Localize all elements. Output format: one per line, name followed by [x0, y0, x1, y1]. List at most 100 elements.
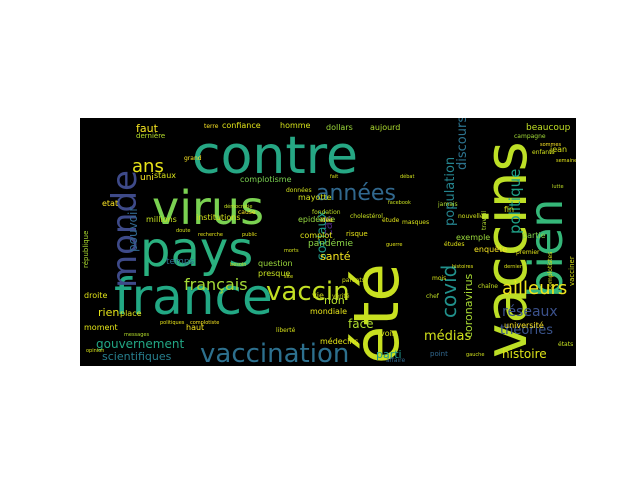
word-84: chef — [426, 293, 440, 300]
word-16: discours — [455, 118, 470, 170]
word-39: confiance — [222, 121, 261, 130]
word-72: cholestérol — [350, 213, 383, 220]
word-53: epidémie — [298, 214, 335, 224]
word-80: masques — [402, 219, 429, 226]
word-7: monde — [105, 170, 145, 288]
word-44: jean — [549, 145, 567, 154]
word-115: fait — [330, 174, 338, 180]
word-67: vacciner — [568, 256, 576, 286]
word-82: études — [444, 241, 464, 248]
word-101: sommes — [540, 142, 561, 148]
word-28: pouvoir — [126, 207, 140, 252]
word-13: français — [184, 275, 248, 294]
word-88: étude — [382, 217, 400, 224]
word-22: histoire — [502, 347, 547, 361]
word-29: rien — [98, 306, 119, 319]
word-102: semaines — [556, 158, 576, 164]
word-92: premier — [516, 249, 540, 256]
word-30: faut — [136, 122, 159, 135]
word-52: millions — [146, 215, 177, 224]
word-96: politiques — [160, 320, 185, 326]
word-98: besoin — [230, 262, 246, 268]
word-3: virus — [152, 181, 264, 235]
word-60: voir — [380, 329, 396, 338]
word-64: droite — [84, 291, 107, 300]
word-76: complotistes — [547, 252, 554, 290]
word-19: sociaux — [315, 210, 330, 260]
word-74: nouvelle — [458, 213, 484, 220]
word-34: pandémie — [308, 238, 353, 249]
word-61: moment — [84, 323, 118, 332]
word-97: complotiste — [190, 320, 219, 326]
word-10: vaccin — [266, 277, 350, 307]
word-11: covid — [437, 265, 461, 318]
word-57: vie — [312, 291, 324, 300]
word-70: risque — [346, 230, 368, 238]
word-56: presque — [258, 269, 290, 278]
word-27: parti — [376, 348, 402, 361]
word-71: idée — [320, 217, 333, 224]
word-99: recherche — [198, 232, 223, 238]
word-6: bien — [519, 199, 573, 298]
word-21: théories — [500, 323, 553, 338]
word-94: vérité — [332, 293, 350, 300]
word-51: institutions — [196, 213, 241, 222]
word-45: exemple — [456, 233, 490, 242]
word-83: mois — [432, 275, 446, 282]
word-69: point — [430, 350, 448, 358]
word-43: enquête — [474, 244, 507, 254]
word-113: morts — [284, 248, 299, 254]
word-1: été — [340, 263, 413, 364]
word-66: république — [82, 231, 90, 268]
word-25: scientifiques — [102, 350, 172, 363]
word-59: médecins — [320, 336, 359, 346]
word-103: démocratie — [224, 203, 252, 210]
word-112: doute — [176, 228, 190, 234]
word-48: staux — [154, 171, 176, 180]
word-cloud-image: contre été vaccins virus pays france bien monde… — [80, 118, 576, 366]
word-2: vaccins — [472, 141, 540, 358]
word-12: ans — [132, 156, 164, 177]
word-93: parents — [342, 277, 365, 284]
word-87: terre — [204, 123, 219, 130]
word-15: population — [443, 157, 458, 226]
word-23: coronavirus — [462, 273, 475, 338]
word-42: aujourd — [370, 123, 400, 132]
word-17: ailleurs — [502, 278, 567, 299]
word-58: mondiale — [310, 307, 347, 316]
word-4: pays — [140, 222, 253, 278]
word-73: jamais — [437, 201, 458, 208]
word-81: chaîne — [478, 283, 498, 290]
word-86: états — [558, 341, 573, 348]
word-114: lutte — [552, 184, 564, 190]
word-89: grand — [184, 155, 202, 162]
word-0: contre — [192, 126, 358, 186]
word-47: uni — [140, 173, 154, 183]
word-8: vaccination — [200, 339, 349, 366]
word-77: campagne — [514, 133, 546, 140]
word-32: non — [324, 294, 345, 307]
word-78: enfants — [532, 149, 555, 156]
word-41: dollars — [326, 123, 353, 132]
word-109: site — [284, 274, 293, 280]
word-105: messages — [124, 332, 149, 338]
word-26: santé — [320, 250, 351, 263]
word-40: homme — [280, 121, 311, 130]
word-104: opinion — [86, 348, 104, 354]
word-20: médias — [424, 329, 471, 344]
word-108: guerre — [386, 242, 402, 248]
word-95: liberté — [276, 327, 296, 334]
word-111: public — [242, 232, 257, 238]
word-116: histoires — [452, 264, 474, 270]
word-90: cause — [238, 209, 256, 216]
word-37: partie — [522, 231, 546, 240]
word-91: données — [286, 187, 312, 194]
word-79: travail — [481, 211, 488, 230]
word-9: années — [316, 181, 396, 206]
word-54: complot — [300, 231, 332, 240]
word-35: temps — [166, 257, 195, 267]
word-55: question — [258, 259, 293, 268]
word-65: etat — [102, 199, 118, 208]
word-49: complotisme — [240, 175, 292, 184]
